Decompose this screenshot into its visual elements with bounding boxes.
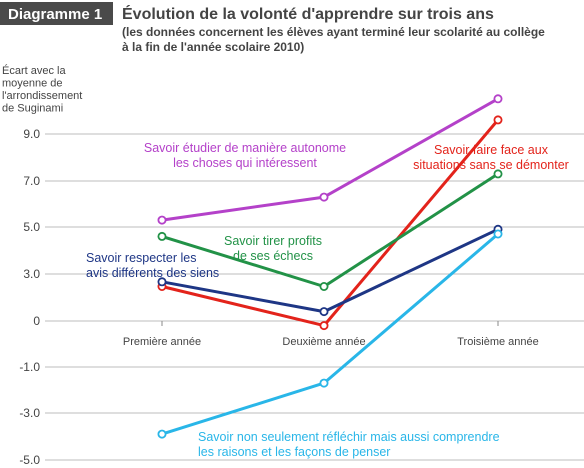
y-tick-label: 9.0: [23, 127, 40, 141]
series-label-line: de ses échecs: [233, 249, 313, 263]
y-axis-label-line: Écart avec la: [2, 64, 66, 77]
y-tick-label: 3.0: [23, 267, 40, 281]
badge: [0, 2, 113, 25]
series-label-line: Savoir étudier de manière autonome: [144, 141, 346, 155]
y-tick-label: 7.0: [23, 174, 40, 188]
data-point: [319, 321, 329, 331]
data-point: [319, 192, 329, 202]
grid: [45, 133, 584, 461]
series-label-line: avis différents des siens: [86, 266, 219, 280]
y-tick-label: -5.0: [19, 453, 40, 467]
series-label-line: situations sans se démonter: [413, 158, 569, 172]
chart-subtitle-line1: (les données concernent les élèves ayant…: [122, 25, 545, 39]
x-tick-label: Deuxième année: [282, 336, 365, 348]
badge-text: Diagramme 1: [8, 6, 102, 23]
series-4: [157, 229, 503, 439]
data-point: [493, 229, 503, 239]
data-point: [157, 277, 167, 287]
x-axis-ticks: Première année Deuxième année Troisième an…: [123, 321, 539, 348]
series-label-line: les raisons et les façons de penser: [198, 445, 390, 459]
series-label-line: Savoir faire face aux: [434, 143, 549, 157]
data-point: [493, 115, 503, 125]
x-tick-label: Troisième année: [457, 336, 539, 348]
chart-title: Évolution de la volonté d'apprendre sur …: [122, 4, 494, 23]
header: Diagramme 1 Évolution de la volonté d'ap…: [0, 2, 545, 54]
y-axis-ticks: 9.0 7.0 5.0 3.0 0 -1.0 -3.0 -5.0: [19, 127, 40, 467]
x-tick-label: Première année: [123, 336, 201, 348]
data-point: [319, 378, 329, 388]
series-lines: [157, 94, 503, 439]
y-tick-label: 5.0: [23, 220, 40, 234]
series-label-line: Savoir tirer profits: [224, 234, 322, 248]
y-axis-label-line: de Suginami: [2, 103, 63, 115]
data-point: [157, 231, 167, 241]
series-line: [161, 232, 499, 436]
series-label-line: Savoir respecter les: [86, 251, 196, 265]
y-tick-label: -1.0: [19, 360, 40, 374]
data-point: [157, 429, 167, 439]
data-point: [157, 215, 167, 225]
data-point: [493, 94, 503, 104]
y-axis-label-line: l'arrondissement: [2, 90, 82, 102]
chart-subtitle-line2: à la fin de l'année scolaire 2010): [122, 40, 304, 54]
y-tick-label: -3.0: [19, 406, 40, 420]
data-point: [493, 169, 503, 179]
series-label-line: Savoir non seulement réfléchir mais auss…: [198, 430, 500, 444]
data-point: [319, 281, 329, 291]
series-3: [157, 224, 503, 317]
y-tick-label: 0: [33, 314, 40, 328]
data-point: [319, 307, 329, 317]
series-0: [157, 94, 503, 225]
series-2: [157, 169, 503, 291]
y-axis-label-line: moyenne de: [2, 78, 63, 90]
series-label-line: les choses qui intéressent: [173, 156, 317, 170]
